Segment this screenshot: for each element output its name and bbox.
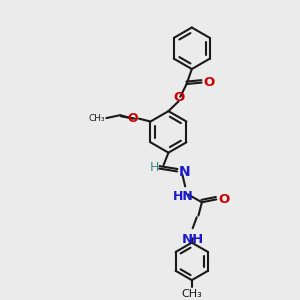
Text: N: N [179, 165, 190, 179]
Text: CH₃: CH₃ [182, 290, 202, 299]
Text: CH₃: CH₃ [88, 114, 105, 123]
Text: O: O [127, 112, 138, 125]
Text: O: O [203, 76, 214, 89]
Text: HN: HN [173, 190, 194, 203]
Text: O: O [173, 92, 184, 104]
Text: NH: NH [182, 232, 204, 246]
Text: O: O [218, 193, 229, 206]
Text: H: H [150, 160, 160, 174]
